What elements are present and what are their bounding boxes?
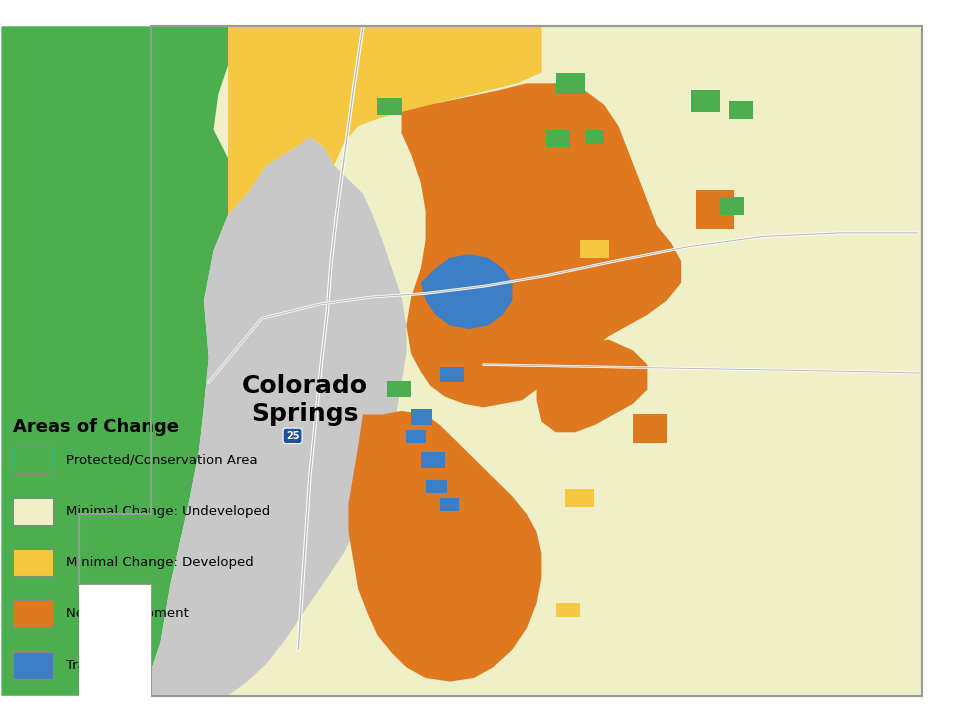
Polygon shape (421, 255, 513, 329)
Bar (440, 367, 464, 383)
Text: 25: 25 (286, 431, 300, 441)
Bar (556, 603, 580, 618)
Bar (633, 415, 666, 443)
Polygon shape (401, 83, 681, 408)
Text: Colorado
Springs: Colorado Springs (242, 375, 368, 426)
Text: Minimal Change: Undeveloped: Minimal Change: Undeveloped (66, 505, 270, 518)
Text: New Development: New Development (66, 608, 189, 621)
Bar (719, 197, 744, 215)
Bar (695, 190, 734, 230)
Text: Areas of Change: Areas of Change (13, 418, 179, 436)
Polygon shape (78, 26, 923, 696)
Polygon shape (1, 586, 151, 714)
Polygon shape (151, 137, 406, 696)
Polygon shape (537, 340, 648, 433)
Bar (580, 240, 609, 258)
Bar (546, 129, 571, 147)
Bar (585, 129, 604, 144)
Polygon shape (348, 411, 542, 681)
FancyBboxPatch shape (13, 498, 53, 525)
Text: Minimal Change: Developed: Minimal Change: Developed (66, 556, 253, 569)
Polygon shape (228, 26, 542, 215)
Polygon shape (387, 30, 542, 94)
Bar (421, 452, 445, 468)
FancyBboxPatch shape (13, 447, 53, 473)
Text: Protected/Conservation Area: Protected/Conservation Area (66, 453, 257, 467)
FancyBboxPatch shape (13, 549, 53, 576)
Polygon shape (1, 26, 238, 696)
Bar (425, 480, 447, 493)
Bar (690, 90, 719, 112)
Bar (440, 498, 459, 511)
Bar (387, 381, 411, 397)
Bar (377, 97, 401, 115)
Bar (411, 410, 432, 425)
Bar (406, 430, 425, 443)
FancyBboxPatch shape (13, 601, 53, 628)
Bar (556, 73, 585, 94)
Bar (566, 489, 595, 507)
Bar (729, 101, 753, 119)
Text: Transition: Transition (66, 659, 131, 671)
FancyBboxPatch shape (13, 651, 53, 679)
